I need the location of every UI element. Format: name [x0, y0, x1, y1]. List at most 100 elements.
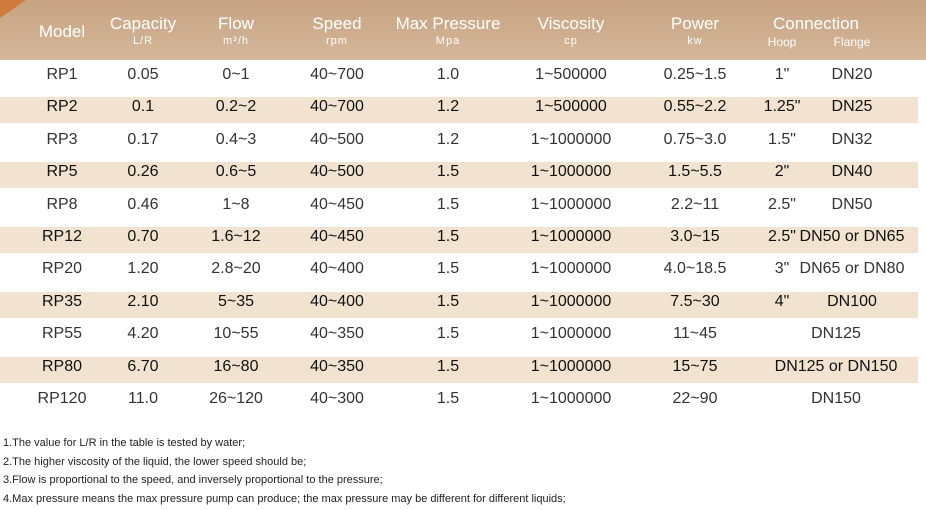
table-cell: 40~300 [310, 390, 364, 407]
table-cell: 1.5 [436, 228, 460, 245]
table-cell: 5~35 [217, 292, 255, 310]
table-cell: 0.17 [127, 130, 159, 148]
table-cell: 1.2 [436, 98, 460, 116]
column-unit: kw [687, 35, 703, 47]
table-cell: 2.10 [127, 292, 159, 310]
connection-cell: DN150 [811, 390, 861, 407]
table-cell: 0.05 [127, 66, 159, 83]
note: 2.The higher viscosity of the liquid, th… [3, 455, 307, 468]
table-cell: 1~1000000 [530, 228, 612, 245]
column-unit: L/R [132, 35, 154, 47]
table-cell: 1~1000000 [530, 357, 612, 375]
table-cell: RP1 [46, 66, 78, 83]
table-cell: 1~1000000 [530, 130, 612, 148]
table-cell: DN25 [831, 98, 873, 116]
table-cell: 0~1 [222, 66, 250, 83]
column-title: Capacity [109, 14, 177, 33]
table-cell: DN50 or DN65 [799, 228, 905, 245]
table-cell: 3" [774, 260, 790, 278]
table-cell: RP3 [46, 130, 78, 148]
table-cell: 0.70 [127, 228, 159, 245]
table-cell: 1.5 [436, 357, 460, 375]
table-cell: 40~400 [310, 292, 364, 310]
column-unit: rpm [326, 35, 348, 47]
table-cell: 0.26 [127, 163, 159, 181]
column-title: Viscosity [537, 14, 605, 33]
table-cell: 4.0~18.5 [663, 260, 727, 278]
table-cell: 1~1000000 [530, 292, 612, 310]
table-cell: 0.75~3.0 [663, 130, 727, 148]
table-cell: 1.5 [436, 163, 460, 181]
corner-accent [0, 0, 26, 18]
table-cell: 40~450 [310, 228, 364, 245]
table-cell: 11~45 [673, 325, 717, 343]
table-cell: 40~400 [310, 260, 364, 278]
table-cell: 1.0 [436, 66, 460, 83]
table-cell: DN65 or DN80 [799, 260, 905, 278]
column-subtitle: Hoop [767, 35, 797, 49]
table-cell: 2" [774, 163, 790, 181]
table-cell: RP35 [41, 292, 83, 310]
table-cell: RP120 [37, 390, 87, 407]
table-cell: 1~500000 [535, 66, 607, 83]
row-band [0, 227, 918, 253]
table-cell: 1.20 [127, 260, 159, 278]
table-cell: 40~700 [310, 66, 364, 83]
column-unit: m³/h [223, 35, 249, 47]
table-cell: 22~90 [672, 390, 718, 407]
row-band [0, 162, 918, 189]
table-header [0, 0, 926, 60]
table-cell: 1.25" [763, 98, 801, 116]
table-cell: 2.8~20 [211, 260, 261, 278]
table-cell: 2.5" [768, 195, 796, 213]
table-cell: 40~700 [310, 98, 364, 116]
table-cell: 1.5 [436, 260, 460, 278]
table-cell: RP8 [46, 195, 78, 213]
table-cell: 0.25~1.5 [663, 66, 727, 83]
table-cell: 10~55 [213, 325, 259, 343]
row-band [0, 356, 918, 383]
note: 4.Max pressure means the max pressure pu… [3, 492, 566, 505]
column-unit: Mpa [435, 35, 461, 47]
table-cell: DN100 [827, 292, 877, 310]
table-cell: 1.5~5.5 [668, 163, 722, 181]
column-title: Flow [218, 14, 254, 33]
note: 3.Flow is proportional to the speed, and… [3, 474, 383, 486]
table-cell: 3.0~15 [670, 228, 720, 245]
column-unit: cp [564, 35, 578, 47]
connection-cell: DN125 [811, 325, 861, 343]
column-title: Power [670, 14, 720, 33]
row-band [0, 97, 918, 124]
table-cell: DN20 [831, 66, 873, 83]
table-cell: 4" [774, 292, 790, 310]
table-cell: 2.2~11 [670, 195, 720, 213]
table-cell: 2.5" [768, 228, 796, 245]
table-cell: 0.46 [127, 195, 159, 213]
table-cell: 4.20 [127, 325, 159, 343]
table-cell: RP5 [46, 163, 78, 181]
table-cell: RP20 [41, 260, 83, 278]
table-cell: 0.6~5 [215, 163, 257, 181]
table-cell: 40~500 [310, 163, 364, 181]
table-cell: 0.55~2.2 [663, 98, 727, 116]
table-cell: 1~1000000 [530, 390, 612, 407]
column-title: Model [38, 22, 86, 41]
table-cell: 1.5 [436, 292, 460, 310]
table-cell: 1.2 [436, 130, 460, 148]
table-cell: 26~120 [209, 390, 263, 407]
table-cell: RP12 [41, 228, 83, 245]
column-title: Connection [772, 14, 860, 33]
table-cell: 6.70 [127, 357, 159, 375]
table-cell: 16~80 [213, 357, 259, 375]
row-band [0, 291, 918, 318]
table-cell: RP2 [46, 98, 78, 116]
table-cell: DN50 [831, 195, 873, 213]
table-cell: 1~1000000 [530, 195, 612, 213]
table-cell: DN32 [831, 130, 873, 148]
table-cell: 1.5" [768, 130, 796, 148]
column-subtitle: Flange [833, 35, 871, 49]
connection-cell: DN125 or DN150 [774, 357, 898, 375]
table-cell: 1~1000000 [530, 260, 612, 278]
column-title: Speed [312, 14, 362, 33]
